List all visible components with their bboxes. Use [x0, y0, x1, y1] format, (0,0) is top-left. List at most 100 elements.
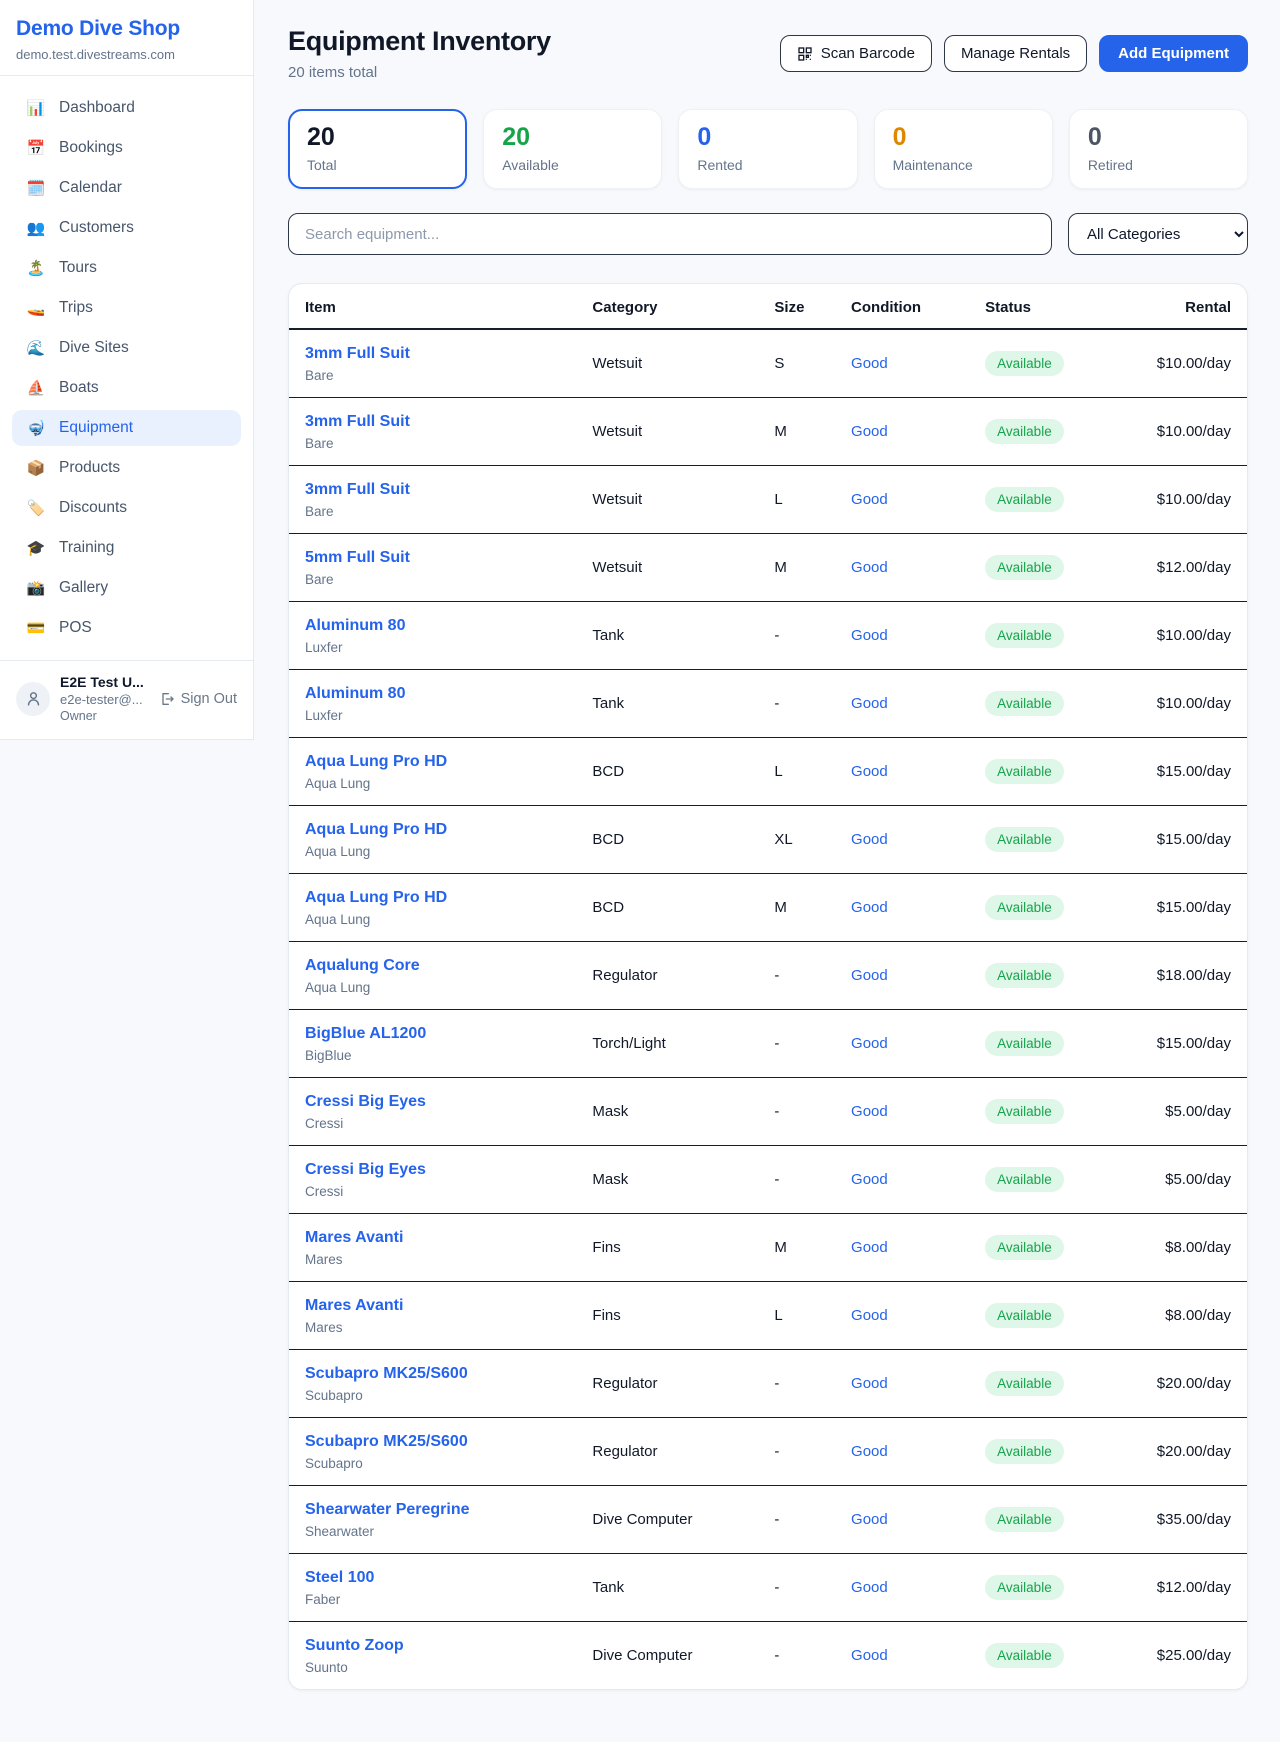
item-name-link[interactable]: BigBlue AL1200	[305, 1025, 427, 1042]
status-badge: Available	[985, 1167, 1064, 1192]
status-badge: Available	[985, 1099, 1064, 1124]
sidebar-item-tours[interactable]: 🏝️ Tours	[12, 250, 241, 286]
item-name-link[interactable]: Aqualung Core	[305, 957, 420, 974]
item-name-link[interactable]: Aqua Lung Pro HD	[305, 753, 448, 770]
bar-chart-icon: 📊	[26, 98, 46, 117]
condition-link[interactable]: Good	[851, 355, 888, 372]
status-badge: Available	[985, 1031, 1064, 1056]
item-name-link[interactable]: Scubapro MK25/S600	[305, 1433, 468, 1450]
sidebar-item-trips[interactable]: 🚤 Trips	[12, 290, 241, 326]
item-name-link[interactable]: Aqua Lung Pro HD	[305, 821, 448, 838]
status-badge: Available	[985, 487, 1064, 512]
wave-icon: 🌊	[26, 338, 46, 357]
sidebar-item-gallery[interactable]: 📸 Gallery	[12, 570, 241, 606]
stat-card-rented[interactable]: 0 Rented	[678, 109, 858, 189]
item-size: M	[774, 1239, 787, 1256]
condition-link[interactable]: Good	[851, 695, 888, 712]
sign-out-button[interactable]: Sign Out	[159, 691, 237, 707]
item-brand: Aqua Lung	[305, 980, 371, 995]
sidebar-item-customers[interactable]: 👥 Customers	[12, 210, 241, 246]
item-name-link[interactable]: Mares Avanti	[305, 1297, 404, 1314]
item-name-link[interactable]: Aluminum 80	[305, 617, 406, 634]
condition-link[interactable]: Good	[851, 1375, 888, 1392]
condition-link[interactable]: Good	[851, 1307, 888, 1324]
stat-label: Total	[307, 157, 337, 173]
condition-link[interactable]: Good	[851, 1443, 888, 1460]
stat-card-available[interactable]: 20 Available	[483, 109, 663, 189]
table-row: Suunto Zoop Suunto Dive Computer - Good Avail…	[289, 1621, 1247, 1690]
item-category: Fins	[592, 1307, 621, 1324]
item-category: BCD	[592, 763, 625, 780]
stat-card-total[interactable]: 20 Total	[288, 109, 468, 189]
item-category: Mask	[592, 1171, 629, 1188]
item-name-link[interactable]: Scubapro MK25/S600	[305, 1365, 468, 1382]
search-input[interactable]	[288, 213, 1052, 255]
sign-out-label: Sign Out	[180, 690, 237, 707]
condition-link[interactable]: Good	[851, 1171, 888, 1188]
condition-link[interactable]: Good	[851, 1239, 888, 1256]
item-name-link[interactable]: 5mm Full Suit	[305, 549, 410, 566]
condition-link[interactable]: Good	[851, 967, 888, 984]
condition-link[interactable]: Good	[851, 899, 888, 916]
item-name-link[interactable]: 3mm Full Suit	[305, 413, 410, 430]
item-name-link[interactable]: 3mm Full Suit	[305, 345, 410, 362]
item-size: -	[774, 695, 780, 712]
item-name-link[interactable]: Cressi Big Eyes	[305, 1161, 426, 1178]
sidebar-item-dashboard[interactable]: 📊 Dashboard	[12, 90, 241, 126]
item-brand: Aqua Lung	[305, 844, 371, 859]
condition-link[interactable]: Good	[851, 1103, 888, 1120]
sidebar-item-discounts[interactable]: 🏷️ Discounts	[12, 490, 241, 526]
rental-price: $15.00/day	[1156, 831, 1231, 848]
stat-card-retired[interactable]: 0 Retired	[1068, 109, 1249, 189]
condition-link[interactable]: Good	[851, 1511, 888, 1528]
sidebar-item-bookings[interactable]: 📅 Bookings	[12, 130, 241, 166]
rental-price: $20.00/day	[1156, 1443, 1231, 1460]
condition-link[interactable]: Good	[851, 491, 888, 508]
sidebar-item-products[interactable]: 📦 Products	[12, 450, 241, 486]
sidebar-item-calendar[interactable]: 🗓️ Calendar	[12, 170, 241, 206]
manage-rentals-button[interactable]: Manage Rentals	[943, 35, 1088, 72]
item-name-link[interactable]: Aluminum 80	[305, 685, 406, 702]
rental-price: $8.00/day	[1165, 1239, 1231, 1256]
rental-price: $5.00/day	[1165, 1103, 1231, 1120]
column-header-condition: Condition	[835, 284, 970, 330]
item-name-link[interactable]: Cressi Big Eyes	[305, 1093, 426, 1110]
item-brand: BigBlue	[305, 1048, 352, 1063]
table-row: Mares Avanti Mares Fins L Good Available $8.00…	[289, 1281, 1247, 1350]
sidebar-item-equipment[interactable]: 🤿 Equipment	[12, 410, 241, 446]
item-name-link[interactable]: Steel 100	[305, 1569, 375, 1586]
sidebar-item-boats[interactable]: ⛵ Boats	[12, 370, 241, 406]
condition-link[interactable]: Good	[851, 1035, 888, 1052]
user-info: E2E Test U... e2e-tester@... Owner	[60, 674, 159, 723]
qr-code-icon	[798, 46, 812, 61]
item-name-link[interactable]: Aqua Lung Pro HD	[305, 889, 448, 906]
brand-block: Demo Dive Shop demo.test.divestreams.com	[0, 0, 253, 76]
condition-link[interactable]: Good	[851, 763, 888, 780]
add-equipment-button[interactable]: Add Equipment	[1099, 35, 1248, 72]
condition-link[interactable]: Good	[851, 1647, 888, 1664]
sidebar-item-training[interactable]: 🎓 Training	[12, 530, 241, 566]
table-row: Cressi Big Eyes Cressi Mask - Good Available $…	[289, 1145, 1247, 1214]
category-filter[interactable]: All Categories	[1068, 213, 1248, 255]
graduation-cap-icon: 🎓	[26, 538, 46, 557]
scan-barcode-button[interactable]: Scan Barcode	[779, 35, 932, 72]
stat-value: 0	[892, 123, 907, 151]
stat-value: 0	[1087, 123, 1102, 151]
item-brand: Bare	[305, 572, 334, 587]
item-size: M	[774, 559, 787, 576]
item-name-link[interactable]: Suunto Zoop	[305, 1637, 404, 1654]
sidebar-item-pos[interactable]: 💳 POS	[12, 610, 241, 646]
condition-link[interactable]: Good	[851, 559, 888, 576]
item-name-link[interactable]: 3mm Full Suit	[305, 481, 410, 498]
condition-link[interactable]: Good	[851, 627, 888, 644]
condition-link[interactable]: Good	[851, 1579, 888, 1596]
condition-link[interactable]: Good	[851, 831, 888, 848]
sidebar-item-dive-sites[interactable]: 🌊 Dive Sites	[12, 330, 241, 366]
sidebar-item-label: POS	[59, 619, 92, 636]
stat-card-maintenance[interactable]: 0 Maintenance	[873, 109, 1053, 189]
condition-link[interactable]: Good	[851, 423, 888, 440]
item-name-link[interactable]: Mares Avanti	[305, 1229, 404, 1246]
item-brand: Shearwater	[305, 1524, 375, 1539]
camera-icon: 📸	[26, 578, 46, 597]
item-name-link[interactable]: Shearwater Peregrine	[305, 1501, 470, 1518]
